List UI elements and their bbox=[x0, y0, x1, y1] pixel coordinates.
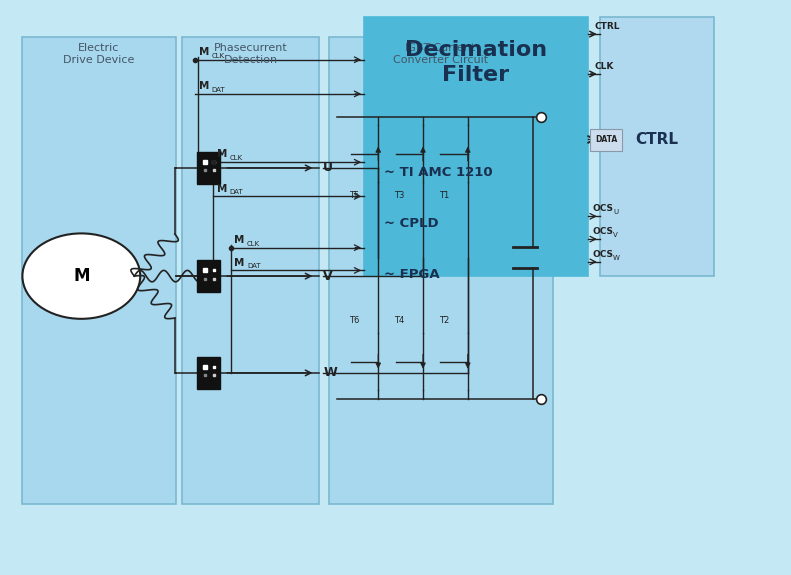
Text: Decimation
Filter: Decimation Filter bbox=[405, 40, 547, 85]
Text: DAT: DAT bbox=[212, 87, 225, 93]
Text: U: U bbox=[613, 209, 619, 215]
Text: T3: T3 bbox=[394, 191, 405, 200]
Text: CLK: CLK bbox=[212, 52, 225, 59]
FancyBboxPatch shape bbox=[329, 37, 553, 504]
Text: W: W bbox=[324, 366, 337, 380]
FancyBboxPatch shape bbox=[589, 129, 623, 151]
Text: DAT: DAT bbox=[229, 189, 244, 196]
Text: CLK: CLK bbox=[247, 240, 260, 247]
Bar bbox=[197, 152, 221, 183]
Text: W: W bbox=[613, 255, 620, 260]
Text: M: M bbox=[218, 150, 228, 159]
Text: CLK: CLK bbox=[594, 62, 614, 71]
Text: U: U bbox=[324, 162, 333, 174]
Text: M: M bbox=[234, 258, 245, 267]
Text: T2: T2 bbox=[439, 316, 449, 324]
FancyBboxPatch shape bbox=[22, 37, 176, 504]
Text: M: M bbox=[199, 81, 210, 91]
Text: CTRL: CTRL bbox=[635, 132, 678, 147]
Text: M: M bbox=[234, 235, 245, 245]
Bar bbox=[197, 260, 221, 292]
Text: M: M bbox=[199, 47, 210, 57]
Text: T1: T1 bbox=[439, 191, 449, 200]
Text: DATA: DATA bbox=[595, 135, 617, 144]
Text: V: V bbox=[613, 232, 618, 238]
Text: CTRL: CTRL bbox=[594, 22, 619, 31]
Text: T5: T5 bbox=[350, 191, 360, 200]
Text: OCS: OCS bbox=[592, 227, 614, 236]
Text: DAT: DAT bbox=[247, 263, 261, 269]
Text: ~ TI AMC 1210: ~ TI AMC 1210 bbox=[384, 166, 492, 179]
Text: ~ FPGA: ~ FPGA bbox=[384, 269, 439, 282]
Text: Phasecurrent
Detection: Phasecurrent Detection bbox=[214, 43, 287, 65]
Text: CLK: CLK bbox=[229, 155, 243, 161]
Text: T4: T4 bbox=[394, 316, 404, 324]
Text: IGBT-Current
Converter Circuit: IGBT-Current Converter Circuit bbox=[393, 43, 488, 65]
Text: M: M bbox=[218, 183, 228, 194]
FancyBboxPatch shape bbox=[182, 37, 320, 504]
Text: OCS: OCS bbox=[592, 205, 614, 213]
Bar bbox=[197, 357, 221, 389]
Text: M: M bbox=[73, 267, 89, 285]
Text: OCS: OCS bbox=[592, 250, 614, 259]
Text: Electric
Drive Device: Electric Drive Device bbox=[63, 43, 134, 65]
Text: ~ CPLD: ~ CPLD bbox=[384, 217, 438, 230]
Text: T6: T6 bbox=[350, 316, 360, 324]
Text: V: V bbox=[324, 270, 333, 282]
FancyBboxPatch shape bbox=[364, 17, 588, 276]
FancyBboxPatch shape bbox=[600, 17, 713, 276]
Circle shape bbox=[22, 233, 140, 319]
